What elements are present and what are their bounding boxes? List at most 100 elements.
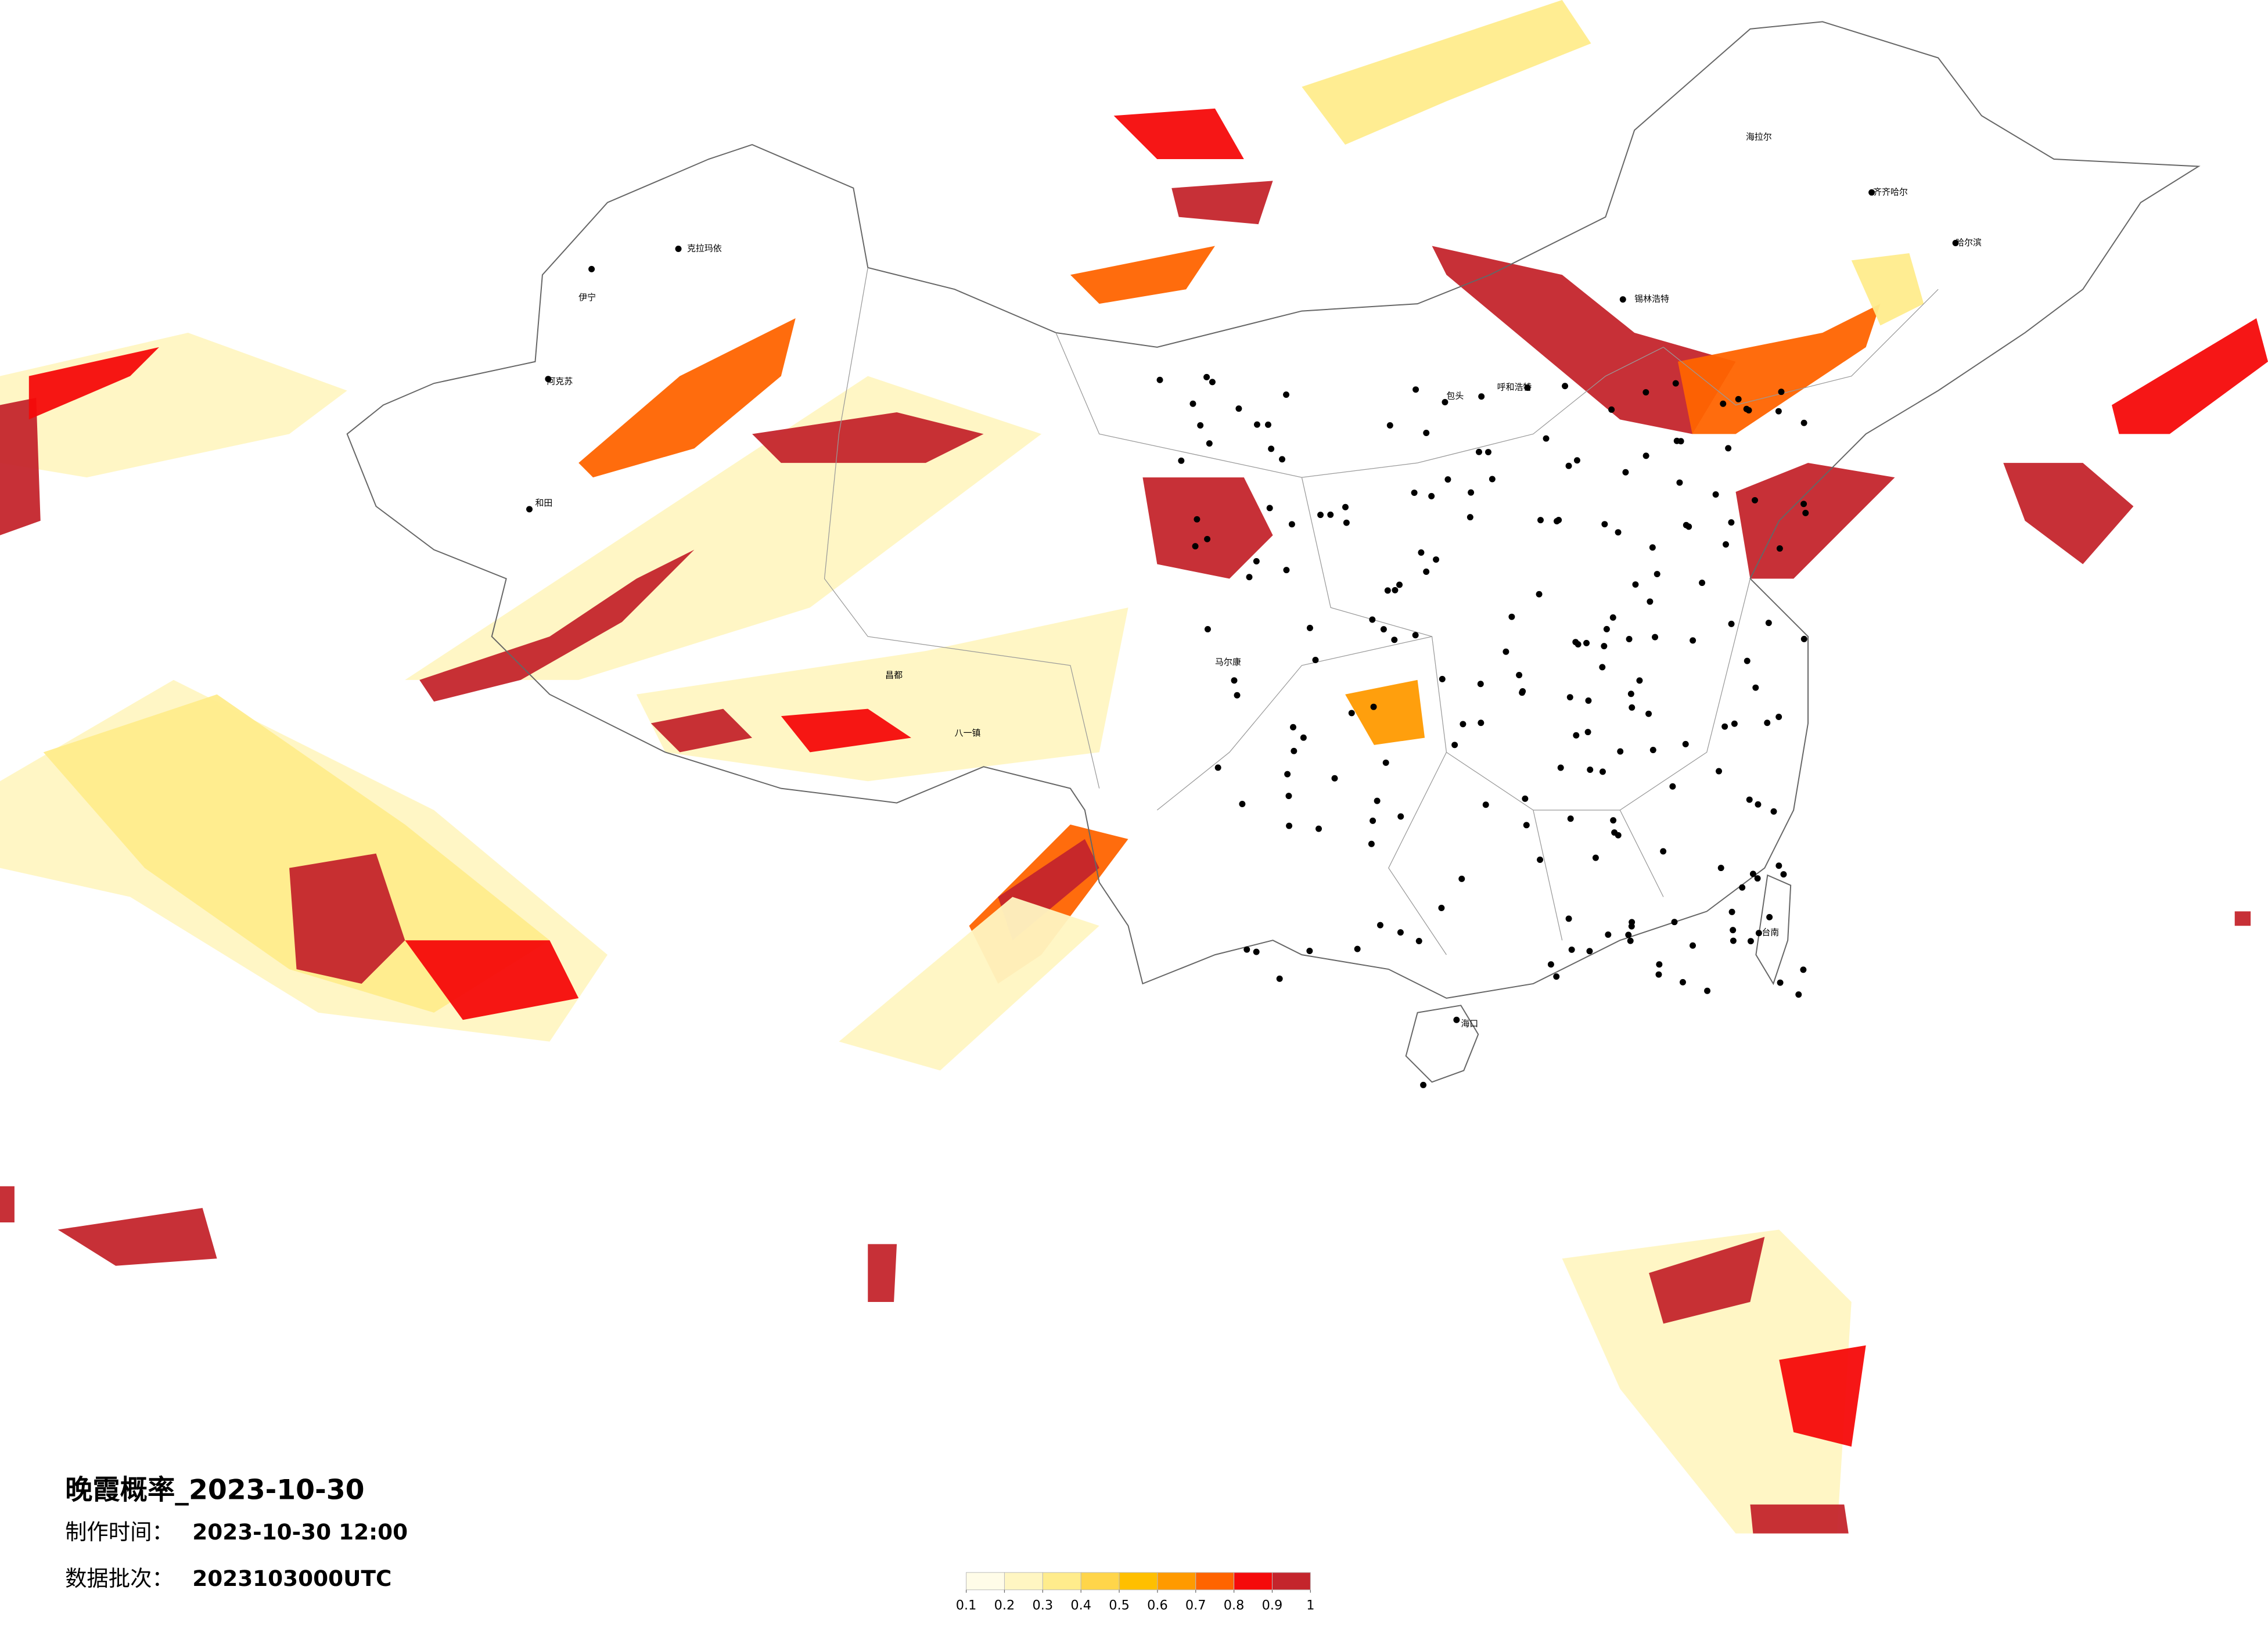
probability-area: [1070, 246, 1215, 304]
city-dot: [545, 376, 552, 383]
city-dot: [1716, 768, 1722, 775]
city-dot: [1536, 591, 1543, 598]
colorbar-tick-label: 1: [1306, 1598, 1314, 1613]
city-dot: [1725, 445, 1732, 452]
city-dot: [1537, 517, 1544, 524]
city-dot: [1411, 490, 1418, 497]
city-dot: [1744, 657, 1751, 664]
city-dot: [1721, 723, 1728, 730]
colorbar-tick-label: 0.2: [994, 1598, 1015, 1613]
city-dot: [1420, 1081, 1427, 1088]
city-dot: [1178, 457, 1185, 464]
probability-area: [1302, 0, 1591, 145]
city-dot: [1669, 783, 1676, 790]
city-dot: [1369, 616, 1376, 623]
colorbar-swatch: [966, 1572, 1005, 1591]
probability-area: [0, 1186, 15, 1222]
city-dot: [1728, 519, 1735, 526]
colorbar-tick-label: 0.9: [1262, 1598, 1283, 1613]
colorbar-swatch: [1004, 1572, 1043, 1591]
city-dot: [1649, 544, 1656, 551]
city-label: 伊宁: [578, 292, 596, 303]
city-label: 海口: [1461, 1019, 1478, 1029]
city-dot: [1415, 938, 1422, 944]
city-dot: [1523, 822, 1530, 829]
city-dot: [1423, 569, 1430, 575]
city-dot: [1609, 614, 1616, 621]
city-dots: [526, 189, 1959, 1088]
city-dot: [1735, 395, 1742, 402]
city-dot: [1276, 975, 1283, 982]
city-dot: [1690, 637, 1696, 644]
city-dot: [1802, 509, 1809, 516]
city-dot: [1209, 379, 1216, 386]
city-dot: [1619, 296, 1626, 303]
probability-area: [1345, 679, 1425, 745]
city-dot: [1300, 734, 1307, 741]
city-dot: [1730, 937, 1737, 944]
city-dot: [1418, 549, 1425, 556]
province-borders: [824, 267, 1939, 955]
city-dot: [1671, 919, 1678, 926]
colorbar-swatch: [1157, 1572, 1196, 1591]
probability-area: [868, 1244, 897, 1302]
city-label: 昌都: [885, 670, 903, 680]
city-dot: [1568, 946, 1575, 953]
city-dot: [1348, 710, 1355, 717]
city-dot: [1617, 748, 1624, 755]
colorbar-swatch: [1119, 1572, 1158, 1591]
city-dot: [1331, 775, 1338, 782]
city-dot: [1601, 643, 1608, 650]
city-label: 台南: [1762, 927, 1779, 938]
city-dot: [1775, 408, 1782, 415]
city-dot: [1645, 710, 1652, 717]
city-dot: [1284, 771, 1291, 778]
city-dot: [1660, 848, 1667, 855]
colorbar-tick-label: 0.4: [1070, 1598, 1091, 1613]
probability-area: [57, 1208, 217, 1266]
city-dot: [1397, 929, 1404, 936]
probability-area: [636, 607, 1128, 782]
city-dot: [1524, 384, 1531, 391]
city-dot: [1557, 764, 1564, 771]
city-dot: [1547, 961, 1554, 968]
city-dot: [1647, 598, 1654, 605]
city-dot: [1627, 937, 1634, 944]
city-dot: [1204, 535, 1211, 542]
city-dot: [1192, 543, 1199, 550]
city-dot: [1642, 389, 1649, 396]
city-dot: [1611, 829, 1618, 836]
city-dot: [1475, 448, 1482, 455]
city-dot: [1642, 452, 1649, 459]
city-dot: [1384, 587, 1391, 594]
city-dot: [1749, 870, 1756, 877]
city-dot: [1438, 904, 1445, 911]
map-title: 晚霞概率_2023-10-30: [65, 1474, 364, 1506]
city-dot: [1368, 840, 1375, 847]
city-dot: [1746, 796, 1753, 803]
city-dot: [1204, 625, 1211, 632]
city-dot: [1306, 948, 1313, 955]
city-dot: [1194, 516, 1201, 523]
city-dot: [1485, 449, 1491, 456]
city-labels: 克拉玛依 伊宁 阿克苏 和田 海拉尔 齐齐哈尔 哈尔滨 锡林浩特 包头 呼和浩特…: [535, 132, 1981, 1029]
city-dot: [1312, 657, 1319, 664]
city-dot: [1601, 521, 1608, 528]
probability-area: [289, 853, 405, 984]
city-dot: [1239, 801, 1246, 807]
city-dot: [1477, 681, 1484, 688]
probability-area: [1142, 477, 1273, 579]
city-dot: [1712, 491, 1719, 498]
city-dot: [1677, 438, 1684, 445]
city-dot: [1285, 793, 1292, 800]
city-dot: [1451, 742, 1458, 749]
city-dot: [1243, 946, 1250, 953]
city-dot: [1458, 875, 1465, 882]
city-dot: [1327, 511, 1334, 518]
city-dot: [1453, 1016, 1460, 1023]
city-dot: [1467, 514, 1473, 521]
city-dot: [1503, 648, 1509, 655]
colorbar: 0.1 0.2 0.3 0.4 0.5 0.6 0.7 0.8 0.9 1: [956, 1572, 1314, 1613]
city-dot: [1654, 571, 1660, 578]
